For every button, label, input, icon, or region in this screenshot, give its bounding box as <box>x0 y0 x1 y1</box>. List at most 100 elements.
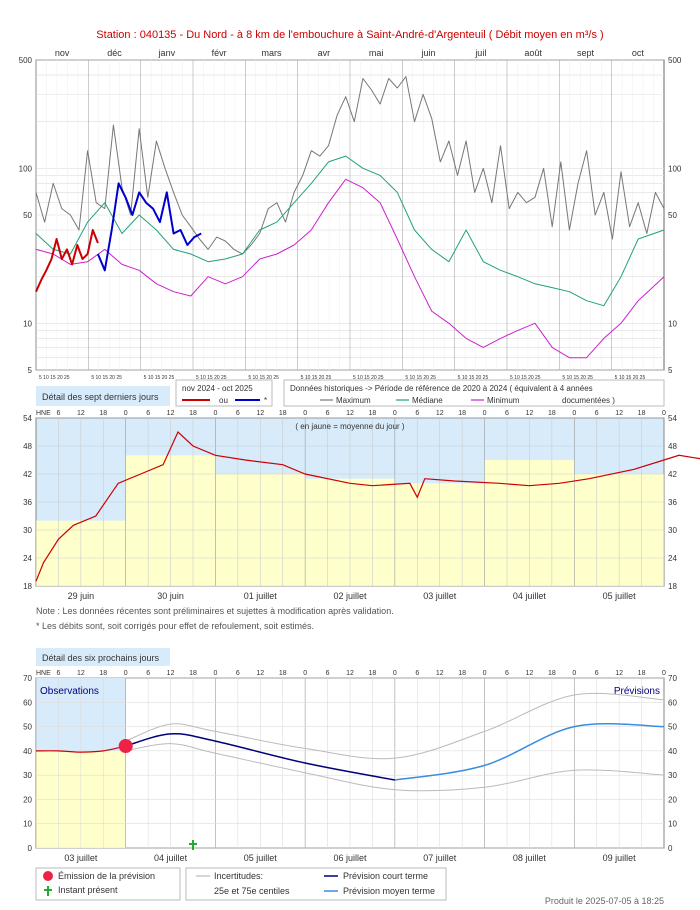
y-tick-left: 54 <box>23 414 32 423</box>
hour-tick: 0 <box>483 410 487 417</box>
hour-tick: 18 <box>369 670 377 677</box>
day-label: 04 juillet <box>154 853 188 863</box>
hour-tick: 6 <box>415 670 419 677</box>
hour-tick: 12 <box>526 410 534 417</box>
seven-day-detail: 18 18 24 24 30 30 36 36 42 42 48 48 54 54 HNE 6 12 18 0 6 12… <box>23 410 700 601</box>
hour-tick: 6 <box>415 410 419 417</box>
observations-label: Observations <box>40 686 99 697</box>
medium-term-label: Prévision moyen terme <box>343 886 435 896</box>
day-label: 03 juillet <box>64 853 98 863</box>
detail-week-box <box>36 386 170 406</box>
y-tick-right: 42 <box>668 470 677 479</box>
short-term-label: Prévision court terme <box>343 871 428 881</box>
month-label: mars <box>262 48 282 58</box>
hour-tick: 18 <box>548 410 556 417</box>
hour-tick: 6 <box>236 410 240 417</box>
day-ticks: 5 10 15 20 25 <box>405 375 436 381</box>
hour-tick: 18 <box>99 670 107 677</box>
hourly-flow-line <box>35 430 700 582</box>
series-line-3 <box>35 229 99 293</box>
y-tick-right: 30 <box>668 771 677 780</box>
hour-tick: 18 <box>189 670 197 677</box>
day-label: 01 juillet <box>244 591 278 601</box>
hour-tick: 12 <box>526 670 534 677</box>
bottom-legend: Émission de la prévision Instant présent… <box>35 867 447 901</box>
y-tick-left: 10 <box>23 820 32 829</box>
detail-six-label: Détail des six prochains jours <box>42 653 160 663</box>
hne-label: HNE <box>36 670 51 677</box>
hour-tick: 18 <box>189 410 197 417</box>
month-label: sept <box>577 48 595 58</box>
y-tick-right: 0 <box>668 844 673 853</box>
maximum-label: Maximum <box>336 396 371 405</box>
forecast-legend-box <box>185 867 447 901</box>
daily-mean-note: ( en jaune = moyenne du jour ) <box>295 422 405 431</box>
day-label: 05 juillet <box>603 591 637 601</box>
median-label: Médiane <box>412 396 443 405</box>
detail-six-box <box>36 648 170 666</box>
hour-tick: 6 <box>505 670 509 677</box>
month-label: avr <box>318 48 331 58</box>
y-tick-left: 5 <box>28 366 33 375</box>
month-label: nov <box>55 48 70 58</box>
emission-marker <box>118 739 133 753</box>
hour-tick: 0 <box>303 410 307 417</box>
hour-tick: 18 <box>458 670 466 677</box>
hour-tick: 12 <box>167 410 175 417</box>
current-year-legend <box>175 379 273 407</box>
hour-tick: 12 <box>77 410 85 417</box>
hne-label: HNE <box>36 410 51 417</box>
hour-tick: 0 <box>303 670 307 677</box>
day-label: 29 juin <box>68 591 95 601</box>
day-ticks: 5 10 15 20 25 <box>39 375 70 381</box>
y-tick-left: 0 <box>28 844 33 853</box>
y-tick-left: 50 <box>23 723 32 732</box>
documented-label: documentées ) <box>562 396 615 405</box>
hour-tick: 18 <box>548 670 556 677</box>
y-tick-left: 18 <box>23 582 32 591</box>
y-tick-left: 10 <box>23 319 32 328</box>
hour-tick: 18 <box>638 670 646 677</box>
day-ticks: 5 10 15 20 25 <box>248 375 279 381</box>
month-label: juin <box>420 48 435 58</box>
y-tick-left: 20 <box>23 795 32 804</box>
day-ticks: 5 10 15 20 25 <box>562 375 593 381</box>
hour-tick: 18 <box>279 410 287 417</box>
uncertainties-label: Incertitudes: <box>214 871 263 881</box>
day-label: 09 juillet <box>603 853 637 863</box>
y-tick-right: 60 <box>668 698 677 707</box>
y-tick-right: 50 <box>668 211 677 220</box>
hour-tick: 12 <box>256 410 264 417</box>
hour-tick: 0 <box>662 670 666 677</box>
y-tick-left: 30 <box>23 771 32 780</box>
historic-legend <box>283 379 665 407</box>
present-icon <box>44 886 52 896</box>
hour-tick: 12 <box>615 410 623 417</box>
y-tick-right: 18 <box>668 582 677 591</box>
hour-tick: 0 <box>393 670 397 677</box>
y-tick-right: 36 <box>668 498 677 507</box>
y-tick-right: 20 <box>668 795 677 804</box>
hour-tick: 6 <box>326 670 330 677</box>
minimum-label: Minimum <box>487 396 520 405</box>
y-tick-left: 500 <box>19 56 33 65</box>
month-label: janv <box>158 48 176 58</box>
day-label: 04 juillet <box>513 591 547 601</box>
y-tick-right: 500 <box>668 56 682 65</box>
y-tick-left: 42 <box>23 470 32 479</box>
day-label: 03 juillet <box>423 591 457 601</box>
hour-tick: 6 <box>236 670 240 677</box>
day-label: 30 juin <box>157 591 184 601</box>
legend-row: Détail des sept derniers jours nov 2024 … <box>36 379 665 407</box>
y-tick-right: 54 <box>668 414 677 423</box>
y-tick-right: 30 <box>668 526 677 535</box>
day-ticks: 5 10 15 20 25 <box>144 375 175 381</box>
series-line-0 <box>35 76 665 255</box>
hour-tick: 6 <box>595 410 599 417</box>
month-label: juil <box>474 48 486 58</box>
day-ticks: 5 10 15 20 25 <box>353 375 384 381</box>
hour-tick: 6 <box>505 410 509 417</box>
hour-tick: 18 <box>279 670 287 677</box>
y-tick-right: 40 <box>668 747 677 756</box>
